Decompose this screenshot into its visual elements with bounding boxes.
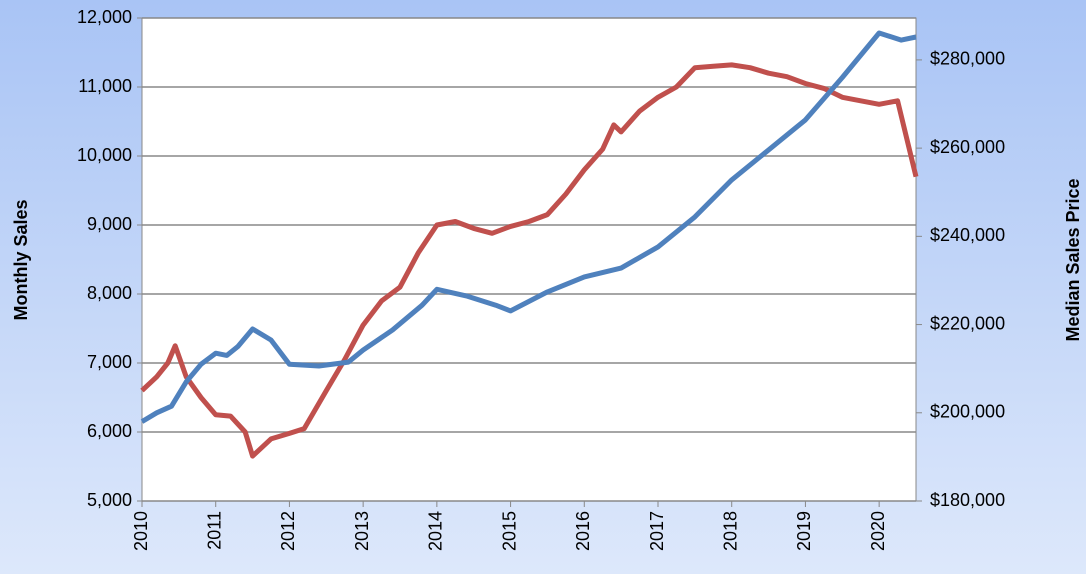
y-tick-label: 12,000 <box>77 7 132 27</box>
y-tick-label: 6,000 <box>87 421 132 441</box>
x-tick-label: 2011 <box>204 511 224 550</box>
y-tick-label: 8,000 <box>87 283 132 303</box>
x-tick-label: 2015 <box>499 511 519 551</box>
y2-tick-label: $180,000 <box>930 490 1005 510</box>
x-tick-label: 2018 <box>720 511 740 551</box>
y-tick-label: 5,000 <box>87 490 132 510</box>
y-tick-label: 9,000 <box>87 214 132 234</box>
y-tick-label: 7,000 <box>87 352 132 372</box>
data-line <box>140 30 917 424</box>
y2-tick-label: $220,000 <box>930 313 1005 333</box>
y2-tick-label: $260,000 <box>930 137 1005 157</box>
x-tick-label: 2016 <box>573 511 593 551</box>
y2-axis-label: Median Sales Price <box>1063 178 1083 341</box>
x-tick-label: 2020 <box>868 511 888 551</box>
x-tick-label: 2014 <box>426 511 446 551</box>
x-tick-label: 2019 <box>794 511 814 551</box>
y-tick-label: 11,000 <box>78 76 132 96</box>
y-tick-label: 10,000 <box>77 145 132 165</box>
y2-tick-label: $280,000 <box>930 49 1005 69</box>
y2-tick-label: $240,000 <box>930 225 1005 245</box>
x-tick-label: 2012 <box>278 511 298 551</box>
data-line <box>140 62 919 459</box>
x-tick-label: 2013 <box>352 511 372 551</box>
y2-tick-label: $200,000 <box>930 402 1005 422</box>
plot-area <box>141 17 917 502</box>
y-axis-label: Monthly Sales <box>11 199 31 320</box>
x-tick-label: 2017 <box>647 511 667 551</box>
x-tick-label: 2010 <box>131 511 151 551</box>
